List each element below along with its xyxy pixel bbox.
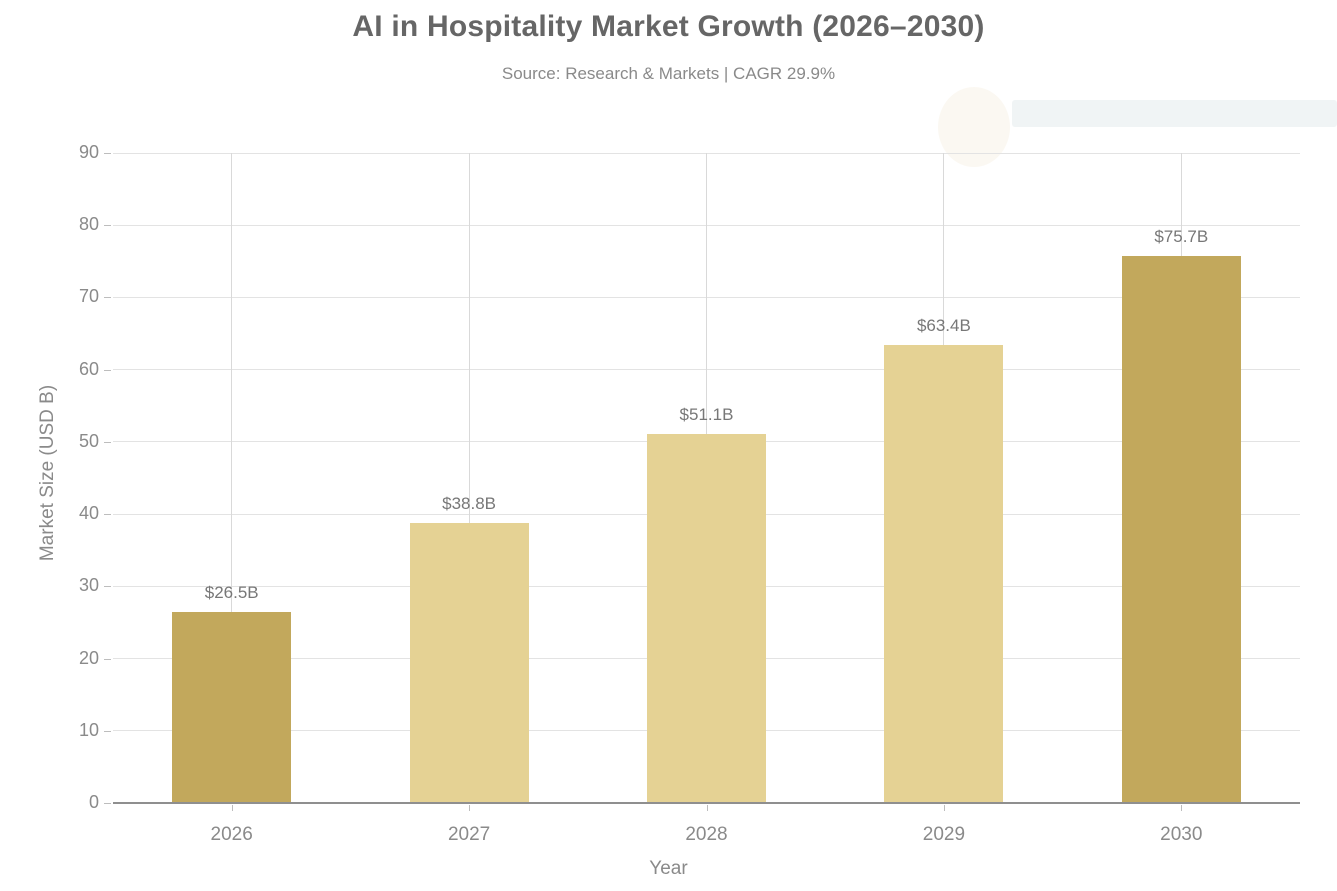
y-tick-mark: [104, 803, 111, 804]
bar: [1121, 256, 1241, 803]
chart-subtitle: Source: Research & Markets | CAGR 29.9%: [501, 64, 836, 83]
chart-title: AI in Hospitality Market Growth (2026–20…: [352, 10, 985, 43]
bar-value-label: $26.5B: [204, 582, 259, 602]
x-tick-mark: [1181, 805, 1183, 811]
x-tick-label: 2026: [210, 824, 253, 845]
y-tick-label: 70: [78, 286, 99, 307]
y-tick-mark: [104, 153, 111, 154]
x-tick-label: 2030: [1160, 824, 1203, 845]
y-axis-title: Market Size (USD B): [37, 384, 58, 562]
y-tick-label: 50: [78, 430, 99, 451]
y-tick-mark: [104, 369, 111, 371]
bar: [172, 611, 292, 803]
bar: [884, 345, 1004, 803]
y-tick-label: 0: [88, 792, 99, 812]
v-gridline: [231, 153, 233, 803]
bar-value-label: $38.8B: [442, 493, 497, 513]
x-tick-label: 2027: [447, 824, 491, 845]
x-tick-mark: [231, 805, 233, 811]
y-tick-label: 60: [78, 358, 99, 379]
bar: [647, 433, 766, 803]
x-tick-label: 2029: [922, 824, 966, 845]
y-tick-mark: [104, 514, 111, 516]
y-tick-label: 40: [78, 503, 99, 524]
x-tick-mark: [469, 805, 471, 811]
watermark-remnant-band: [1012, 100, 1337, 127]
bar-value-label: $51.1B: [679, 404, 734, 424]
y-tick-mark: [104, 730, 111, 732]
y-tick-label: 30: [78, 575, 99, 596]
x-tick-mark: [706, 805, 708, 811]
x-axis-line: [113, 802, 1300, 804]
y-tick-mark: [104, 658, 111, 660]
bar-value-label: $75.7B: [1154, 227, 1209, 247]
y-tick-mark: [104, 297, 111, 299]
x-tick-label: 2028: [685, 824, 728, 845]
watermark-remnant-blob: [938, 87, 1010, 167]
bar-value-label: $63.4B: [916, 316, 971, 336]
v-gridline: [468, 153, 470, 803]
y-tick-label: 10: [78, 719, 99, 740]
y-tick-mark: [104, 586, 111, 588]
bar: [409, 522, 529, 803]
x-tick-mark: [943, 805, 945, 811]
y-tick-label: 80: [78, 214, 99, 235]
x-axis-title: Year: [649, 858, 688, 879]
y-tick-mark: [104, 225, 111, 227]
y-tick-label: 90: [78, 142, 99, 162]
y-tick-label: 20: [78, 647, 99, 668]
y-tick-mark: [104, 441, 111, 443]
